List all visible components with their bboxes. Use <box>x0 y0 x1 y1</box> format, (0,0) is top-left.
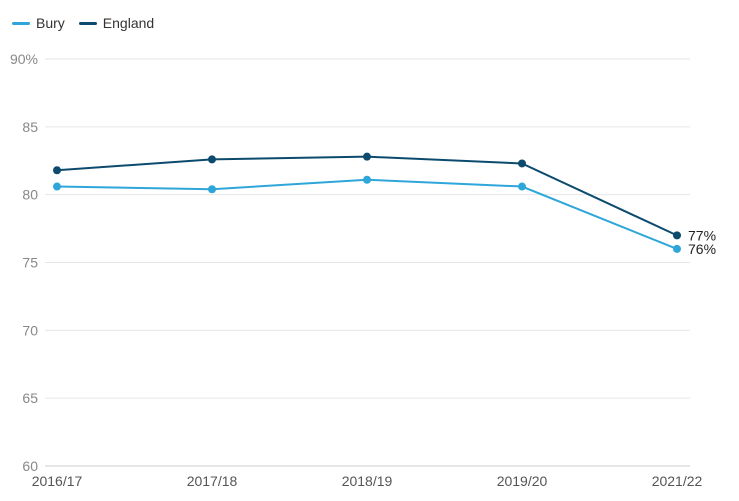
x-tick-label: 2016/17 <box>32 473 83 489</box>
legend-label-bury: Bury <box>36 15 65 31</box>
x-tick-label: 2018/19 <box>342 473 393 489</box>
legend-label-england: England <box>102 15 155 31</box>
y-tick-label: 85 <box>22 119 38 135</box>
x-tick-label: 2017/18 <box>187 473 238 489</box>
series-line-england <box>56 155 678 237</box>
data-point-england <box>518 159 526 168</box>
data-point-england <box>363 152 371 161</box>
y-tick-label: 70 <box>22 322 38 338</box>
y-tick-label: 80 <box>22 187 38 203</box>
legend-item-england: England <box>78 15 155 31</box>
x-tick-label: 2021/22 <box>652 473 703 489</box>
data-point-bury <box>208 185 216 194</box>
data-point-bury <box>363 175 371 184</box>
data-point-bury <box>53 182 61 191</box>
legend-swatch-england <box>78 21 97 25</box>
data-point-england <box>53 166 61 175</box>
legend: Bury England <box>12 15 154 31</box>
legend-swatch-bury <box>12 21 30 25</box>
end-label-england: 77% <box>688 227 716 243</box>
y-tick-label: 90% <box>10 51 38 67</box>
data-point-bury <box>518 182 526 191</box>
y-tick-label: 65 <box>22 390 38 406</box>
x-tick-label: 2019/20 <box>497 473 548 489</box>
end-label-bury: 76% <box>688 241 716 257</box>
data-point-england <box>208 155 216 164</box>
series-line-bury <box>56 178 678 250</box>
y-tick-label: 75 <box>22 255 38 271</box>
legend-item-bury: Bury <box>12 15 65 31</box>
data-point-bury <box>673 244 681 253</box>
data-point-england <box>673 231 681 240</box>
y-tick-label: 60 <box>22 458 38 474</box>
